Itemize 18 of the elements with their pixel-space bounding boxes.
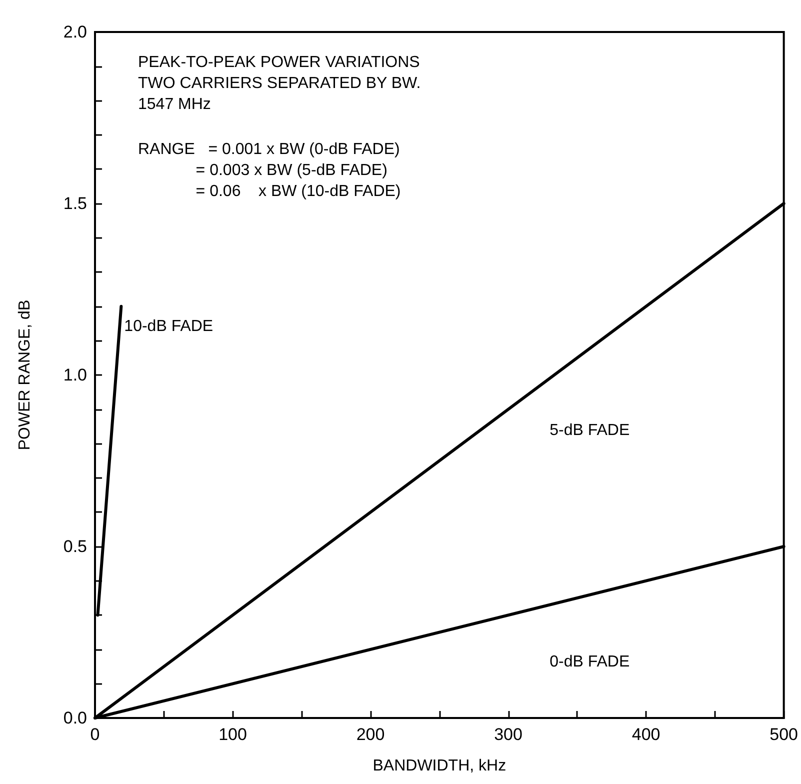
y-axis-title: POWER RANGE, dB [16, 300, 34, 450]
text: 5-dB FADE [550, 422, 630, 439]
x-axis-title: BANDWIDTH, kHz [372, 758, 506, 774]
y-tick-label: 0.0 [63, 708, 87, 728]
x-tick-label: 400 [632, 725, 660, 744]
x-tick-label: 0 [90, 725, 100, 744]
y-tick-label: 0.5 [63, 537, 87, 556]
x-tick-label: 500 [770, 725, 798, 744]
series-label: 10-dB FADE [124, 318, 214, 335]
x-tick-label: 300 [494, 725, 522, 744]
annotation: PEAK-TO-PEAK POWER VARIATIONS TWO CARRIERS SEPARATED BY BW. 1547 MHz [138, 54, 421, 113]
y-tick-label: 1.0 [63, 366, 87, 384]
x-tick-label: 100 [218, 725, 247, 744]
y-tick-label: 1.5 [63, 194, 87, 213]
y-tick-label: 2.0 [63, 22, 87, 42]
annotation: RANGE = 0.001 x BW (0-dB FADE) = 0.003 x BW (5-dB FADE) = 0.06 x BW (10-dB FADE) [138, 141, 401, 200]
x-tick-label: 200 [356, 725, 385, 744]
text: 0-dB FADE [550, 653, 630, 670]
